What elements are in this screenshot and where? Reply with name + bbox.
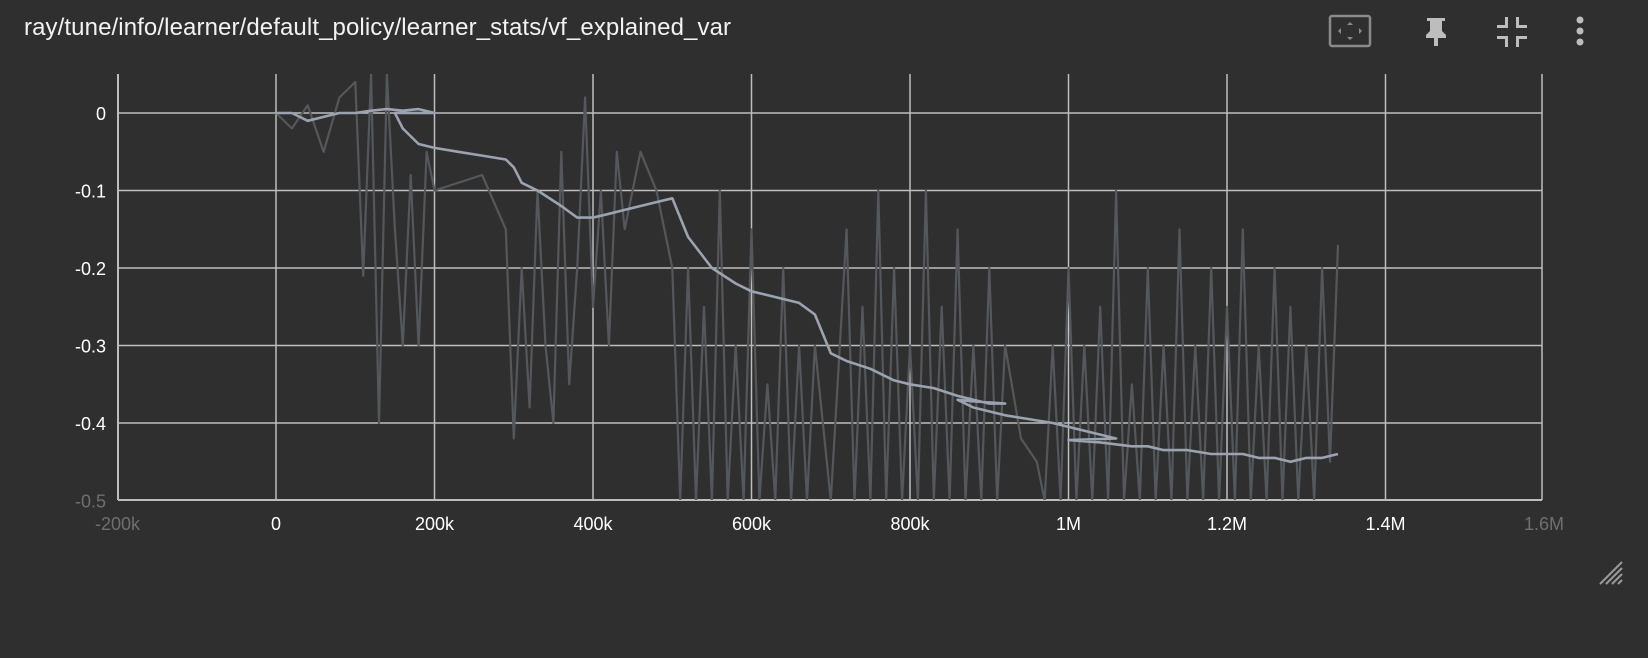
chart-toolbar	[1328, 12, 1648, 52]
smoothed-series-line	[276, 107, 1339, 464]
y-tick-label: -0.5	[75, 492, 106, 512]
x-tick-label: 1.6M	[1524, 514, 1564, 534]
y-tick-label: -0.2	[75, 259, 106, 279]
series-layer	[275, 74, 1340, 500]
resize-handle-icon[interactable]	[1596, 558, 1624, 586]
x-tick-label: 600k	[732, 514, 772, 534]
x-tick-label: 400k	[573, 514, 613, 534]
fit-domain-button[interactable]	[1328, 12, 1372, 52]
x-tick-label: -200k	[95, 514, 141, 534]
y-tick-label: -0.3	[75, 337, 106, 357]
x-tick-label: 1M	[1056, 514, 1081, 534]
more-menu-button[interactable]	[1560, 12, 1600, 52]
x-tick-label: 1.4M	[1365, 514, 1405, 534]
x-tick-label: 800k	[890, 514, 930, 534]
y-tick-label: 0	[96, 104, 106, 124]
x-tick-label: 1.2M	[1207, 514, 1247, 534]
fit-domain-icon	[1328, 14, 1372, 48]
more-vert-icon	[1576, 16, 1584, 46]
x-tick-label: 0	[271, 514, 281, 534]
collapse-button[interactable]	[1492, 12, 1532, 52]
y-tick-label: -0.4	[75, 414, 106, 434]
y-tick-label: -0.1	[75, 182, 106, 202]
chart-title: ray/tune/info/learner/default_policy/lea…	[24, 14, 732, 41]
tick-labels: -200k 0 200k 400k 600k 800k 1M 1.2M 1.4M 1.6M 0 -0.…	[75, 104, 1564, 534]
pin-icon	[1426, 18, 1446, 46]
pin-button[interactable]	[1416, 12, 1456, 52]
collapse-icon	[1497, 17, 1527, 47]
x-tick-label: 200k	[415, 514, 455, 534]
raw-series-line	[275, 74, 1340, 500]
